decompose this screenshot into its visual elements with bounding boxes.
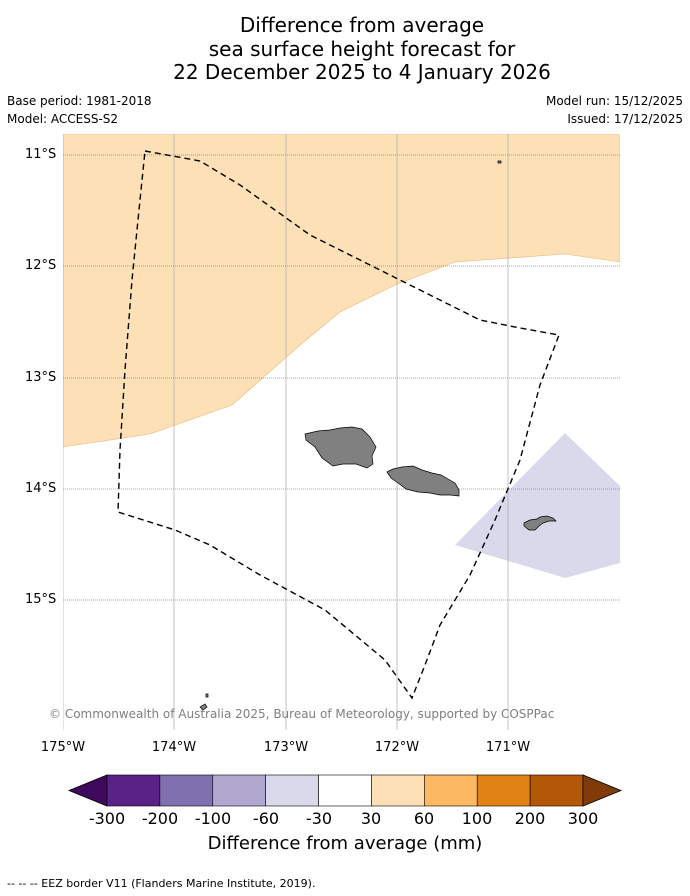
lat-label-11s: 11°S [25,147,57,162]
anomaly-region-30-60 [63,134,620,448]
chart-title: Difference from average sea surface heig… [0,13,690,85]
colorbar-segment [371,774,425,807]
eez-footnote: -- -- -- EEZ border V11 (Flanders Marine… [7,877,316,890]
small-islet [205,693,209,698]
colorbar-segment [265,774,319,807]
lon-label-171w: 171°W [485,740,531,755]
colorbar-segment [212,774,266,807]
model-run-date: Model run: 15/12/2025 [545,94,683,108]
anomaly-region-minus60-minus30 [455,433,620,578]
copyright-notice: © Commonwealth of Australia 2025, Bureau… [49,707,555,721]
lon-label-174w: 174°W [151,740,197,755]
map-area [63,134,620,730]
colorbar-extend-low [67,774,108,807]
lat-label-12s: 12°S [25,258,57,273]
colorbar-tick-label: 30 [360,809,382,828]
colorbar-tick-label: -200 [141,809,179,828]
latitude-gridlines [63,154,620,601]
colorbar-tick-label: 300 [567,809,599,828]
colorbar [67,774,623,807]
lat-label-13s: 13°S [25,370,57,385]
colorbar-segment [529,774,584,807]
eez-border [117,150,560,700]
colorbar-tick-label: -300 [88,809,126,828]
small-island-north [497,160,502,164]
lon-label-172w: 172°W [374,740,420,755]
colorbar-segment [476,774,531,807]
longitude-gridlines [63,134,509,730]
lon-label-173w: 173°W [263,740,309,755]
lon-label-175w: 175°W [40,740,86,755]
lat-label-14s: 14°S [25,481,57,496]
tutuila-island [523,515,557,531]
lat-label-15s: 15°S [25,592,57,607]
colorbar-segment [106,774,161,807]
colorbar-tick-label: -100 [194,809,232,828]
colorbar-tick-label: -60 [252,809,280,828]
base-period: Base period: 1981-2018 [7,94,152,108]
colorbar-tick-label: 200 [514,809,546,828]
colorbar-title: Difference from average (mm) [207,833,483,854]
colorbar-tick-label: 60 [413,809,435,828]
issued-date: Issued: 17/12/2025 [567,112,683,126]
colorbar-segment [159,774,214,807]
title-line-1: Difference from average [239,13,485,37]
colorbar-tick-label: -30 [305,809,333,828]
colorbar-segment [424,774,478,807]
title-line-2: sea surface height forecast for [208,36,516,61]
colorbar-segment [318,774,372,807]
model-name: Model: ACCESS-S2 [7,112,119,126]
title-line-3: 22 December 2025 to 4 January 2026 [173,60,551,84]
colorbar-tick-label: 100 [461,809,493,828]
colorbar-extend-high [582,774,623,807]
savaii-island [304,426,377,469]
upolu-island [386,465,460,497]
small-island-southwest [199,703,208,711]
